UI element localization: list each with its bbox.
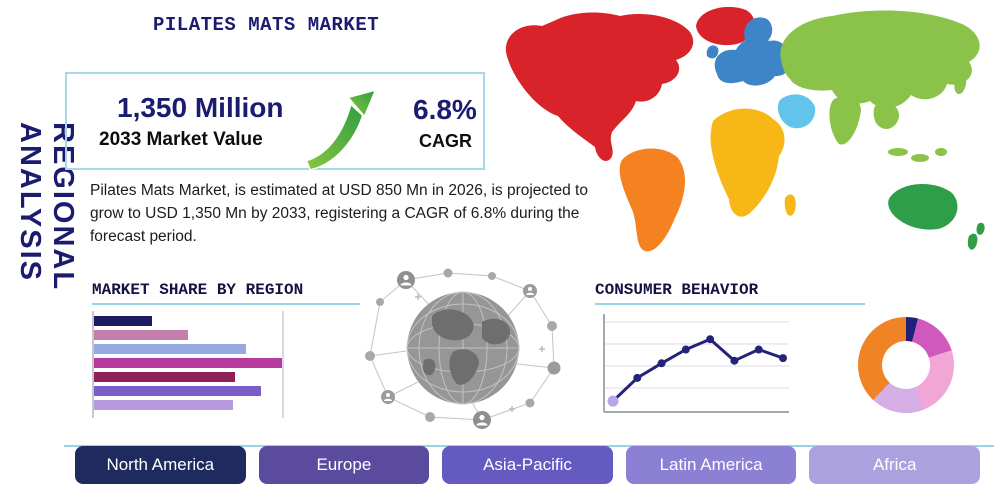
- line-chart-axes: [603, 314, 789, 413]
- map-region-new-zealand: [967, 233, 978, 250]
- plus-marks: [415, 294, 545, 412]
- map-region-uk: [706, 45, 719, 59]
- bar-segment: [94, 330, 188, 340]
- map-region-se-asia: [873, 103, 900, 129]
- heading-underline: [595, 303, 865, 305]
- map-region-indonesia: [888, 148, 908, 156]
- cagr-value: 6.8%: [413, 94, 477, 125]
- market-value: 1,350 Million: [117, 92, 284, 123]
- bar-segment: [94, 344, 246, 354]
- globe-continents: [422, 309, 511, 385]
- map-region-asia: [780, 10, 980, 108]
- highlight-box: 1,350 Million 2033 Market Value 6.8% CAG…: [65, 72, 485, 171]
- map-region-indonesia: [911, 154, 929, 162]
- person-icon: [476, 422, 488, 426]
- growth-arrow-icon: [305, 89, 377, 171]
- person-icon: [384, 398, 392, 401]
- line-chart-point: [607, 395, 619, 407]
- map-region-south-america: [619, 148, 686, 252]
- map-region-india: [829, 95, 861, 145]
- map-region-indonesia: [935, 148, 947, 156]
- person-icon: [526, 292, 534, 295]
- bar-chart-bars: [94, 316, 282, 410]
- market-description: Pilates Mats Market, is estimated at USD…: [90, 182, 588, 245]
- region-button-asia-pacific[interactable]: Asia-Pacific: [442, 446, 613, 484]
- region-button-north-america[interactable]: North America: [75, 446, 246, 484]
- side-vertical-label: REGIONAL ANALYSIS: [14, 122, 79, 291]
- market-share-heading: MARKET SHARE BY REGION: [92, 281, 304, 299]
- line-chart-grid: [604, 321, 789, 389]
- line-chart: [603, 314, 789, 413]
- bar-segment: [94, 316, 152, 326]
- globe-network-graphic: [365, 268, 561, 429]
- region-button-latin-america[interactable]: Latin America: [625, 446, 797, 484]
- line-chart-point: [779, 354, 787, 363]
- heading-underline: [92, 303, 360, 305]
- bar-segment: [94, 400, 233, 410]
- region-button-africa[interactable]: Africa: [809, 446, 980, 484]
- map-region-middle-east: [777, 94, 816, 129]
- map-region-greenland: [696, 6, 755, 46]
- bar-segment: [94, 386, 261, 396]
- bar-segment: [94, 358, 282, 368]
- consumer-behavior-heading: CONSUMER BEHAVIOR: [595, 281, 759, 299]
- map-region-australia: [888, 183, 958, 230]
- line-chart-point: [633, 373, 642, 382]
- globe-grid: [406, 291, 520, 405]
- line-chart-point: [754, 345, 763, 354]
- bar-segment: [94, 372, 235, 382]
- network-nodes: [365, 268, 561, 429]
- map-region-new-zealand: [976, 222, 985, 235]
- line-chart-point: [657, 359, 666, 368]
- market-value-caption: 2033 Market Value: [99, 129, 263, 150]
- map-region-europe: [714, 37, 789, 86]
- world-map: [505, 6, 985, 252]
- bar-chart: [92, 311, 292, 418]
- person-icon: [400, 282, 412, 286]
- region-button-europe[interactable]: Europe: [258, 446, 430, 484]
- region-buttons: North America Europe Asia-Pacific Latin Ame…: [75, 446, 980, 484]
- bar-chart-gridline: [282, 311, 284, 418]
- line-chart-point: [681, 345, 690, 354]
- map-region-scandinavia: [744, 17, 773, 46]
- line-chart-plot: [607, 335, 787, 407]
- line-chart-point: [730, 356, 739, 365]
- page-title: PILATES MATS MARKET: [153, 14, 380, 36]
- map-region-north-america: [505, 12, 694, 161]
- line-chart-point: [706, 335, 715, 344]
- map-region-madagascar: [784, 194, 796, 216]
- map-region-africa: [710, 108, 785, 217]
- donut-chart: [858, 317, 954, 413]
- map-region-japan: [954, 74, 967, 95]
- cagr-caption: CAGR: [419, 131, 472, 151]
